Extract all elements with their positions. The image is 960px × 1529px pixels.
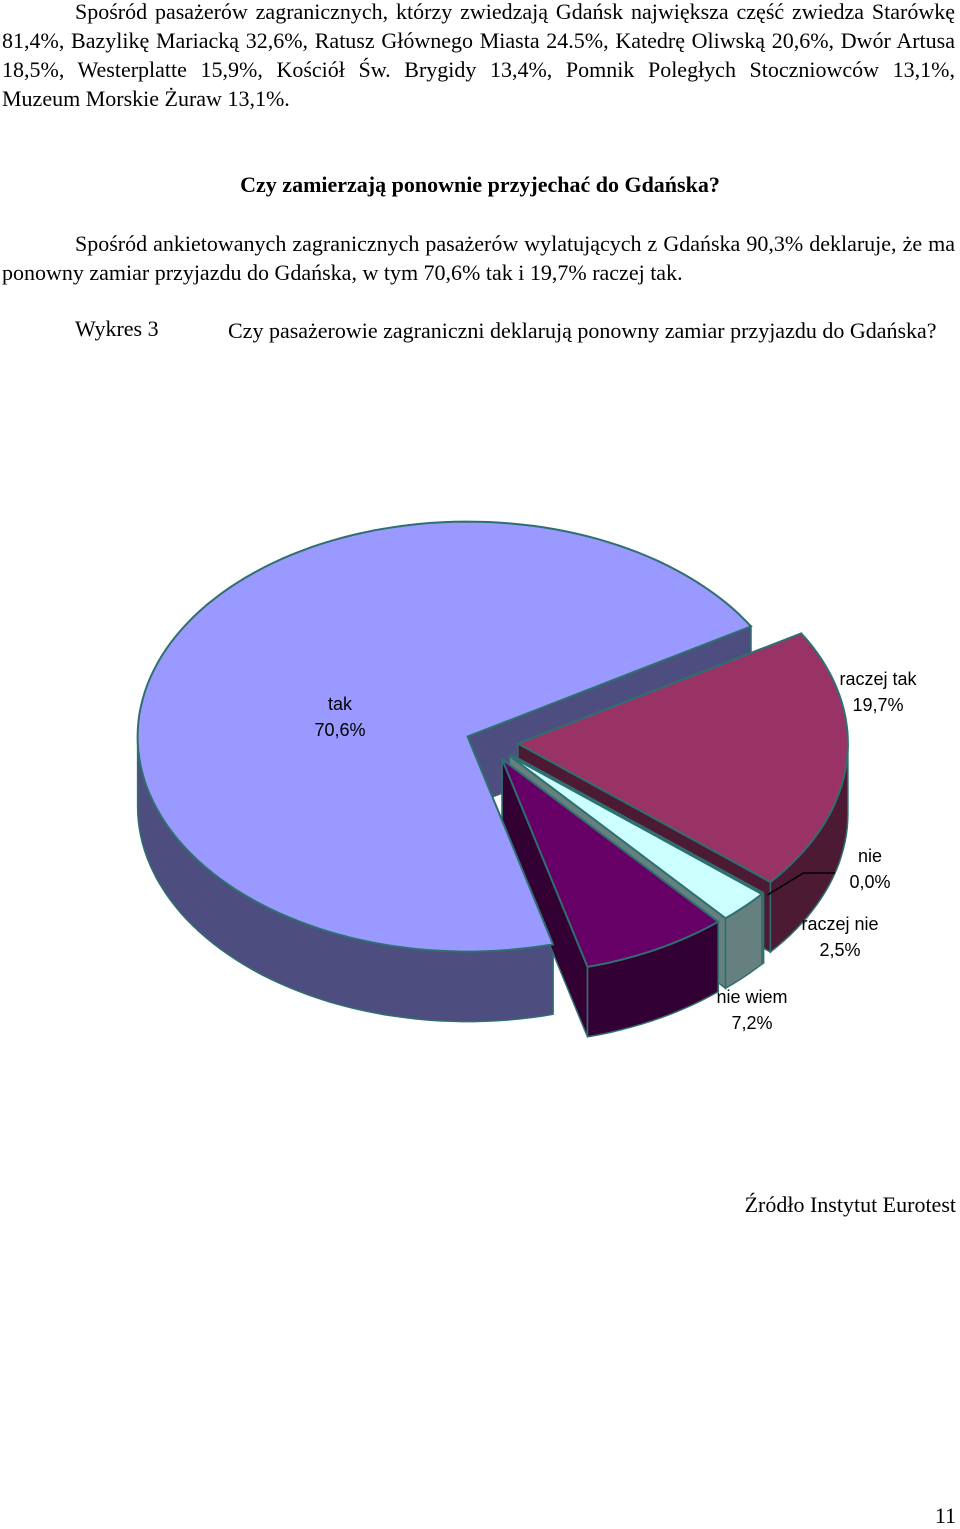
chart: tak 70,6% raczej tak 19,7% nie 0,0% raczej nie… [136,520,918,1038]
slice [499,756,721,969]
slice-label: nie wiem [716,987,787,1007]
pie-tops [136,520,849,969]
slice-value: 7,2% [731,1013,772,1033]
source: Źródło Instytut Eurotest [744,1192,956,1217]
page-number: 11 [934,1503,956,1528]
slice [136,520,753,953]
slice-value: 2,5% [819,940,860,960]
slice [510,753,764,894]
leader-line [767,872,835,896]
slice-label: tak [328,694,353,714]
paragraph: Spośród ankietowanych zagranicznych pasa… [2,231,955,285]
slice [508,754,764,920]
slice-value: 70,6% [314,720,365,740]
slice-label: nie [858,846,882,866]
caption-text: Czy pasażerowie zagraniczni deklarują po… [228,318,937,343]
caption-label: Wykres 3 [75,316,159,341]
heading: Czy zamierzają ponownie przyjechać do Gd… [240,172,720,197]
slice-label: raczej nie [801,914,878,934]
slice-label: raczej tak [839,669,917,689]
slice-value: 19,7% [852,695,903,715]
paragraph: Spośród pasażerów zagranicznych, którzy … [2,0,955,111]
slice-value: 0,0% [849,872,890,892]
slice [515,632,849,884]
